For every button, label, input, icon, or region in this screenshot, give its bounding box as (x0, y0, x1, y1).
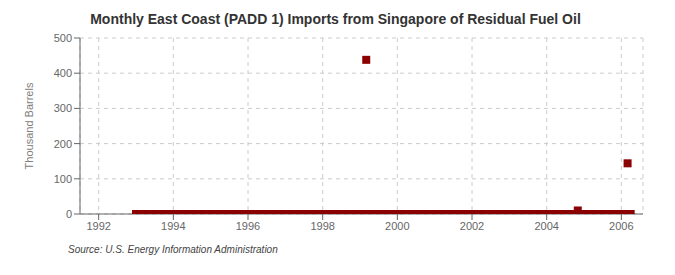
svg-text:2002: 2002 (460, 220, 484, 232)
svg-text:Thousand Barrels: Thousand Barrels (23, 82, 35, 169)
svg-text:2004: 2004 (534, 220, 558, 232)
svg-text:1994: 1994 (161, 220, 185, 232)
svg-text:2006: 2006 (609, 220, 633, 232)
svg-text:1992: 1992 (86, 220, 110, 232)
svg-text:500: 500 (54, 32, 72, 44)
html-text:Monthly East Coast (PADD 1) Im: Monthly East Coast (PADD 1) Imports from… (90, 11, 581, 27)
svg-text:300: 300 (54, 102, 72, 114)
svg-text:1996: 1996 (236, 220, 260, 232)
svg-text:0: 0 (66, 208, 72, 220)
svg-text:2000: 2000 (385, 220, 409, 232)
svg-text:400: 400 (54, 67, 72, 79)
html-text:Source: U.S. Energy Informatio: Source: U.S. Energy Information Administ… (68, 244, 278, 255)
svg-text:200: 200 (54, 138, 72, 150)
svg-text:100: 100 (54, 173, 72, 185)
svg-text:1998: 1998 (310, 220, 334, 232)
